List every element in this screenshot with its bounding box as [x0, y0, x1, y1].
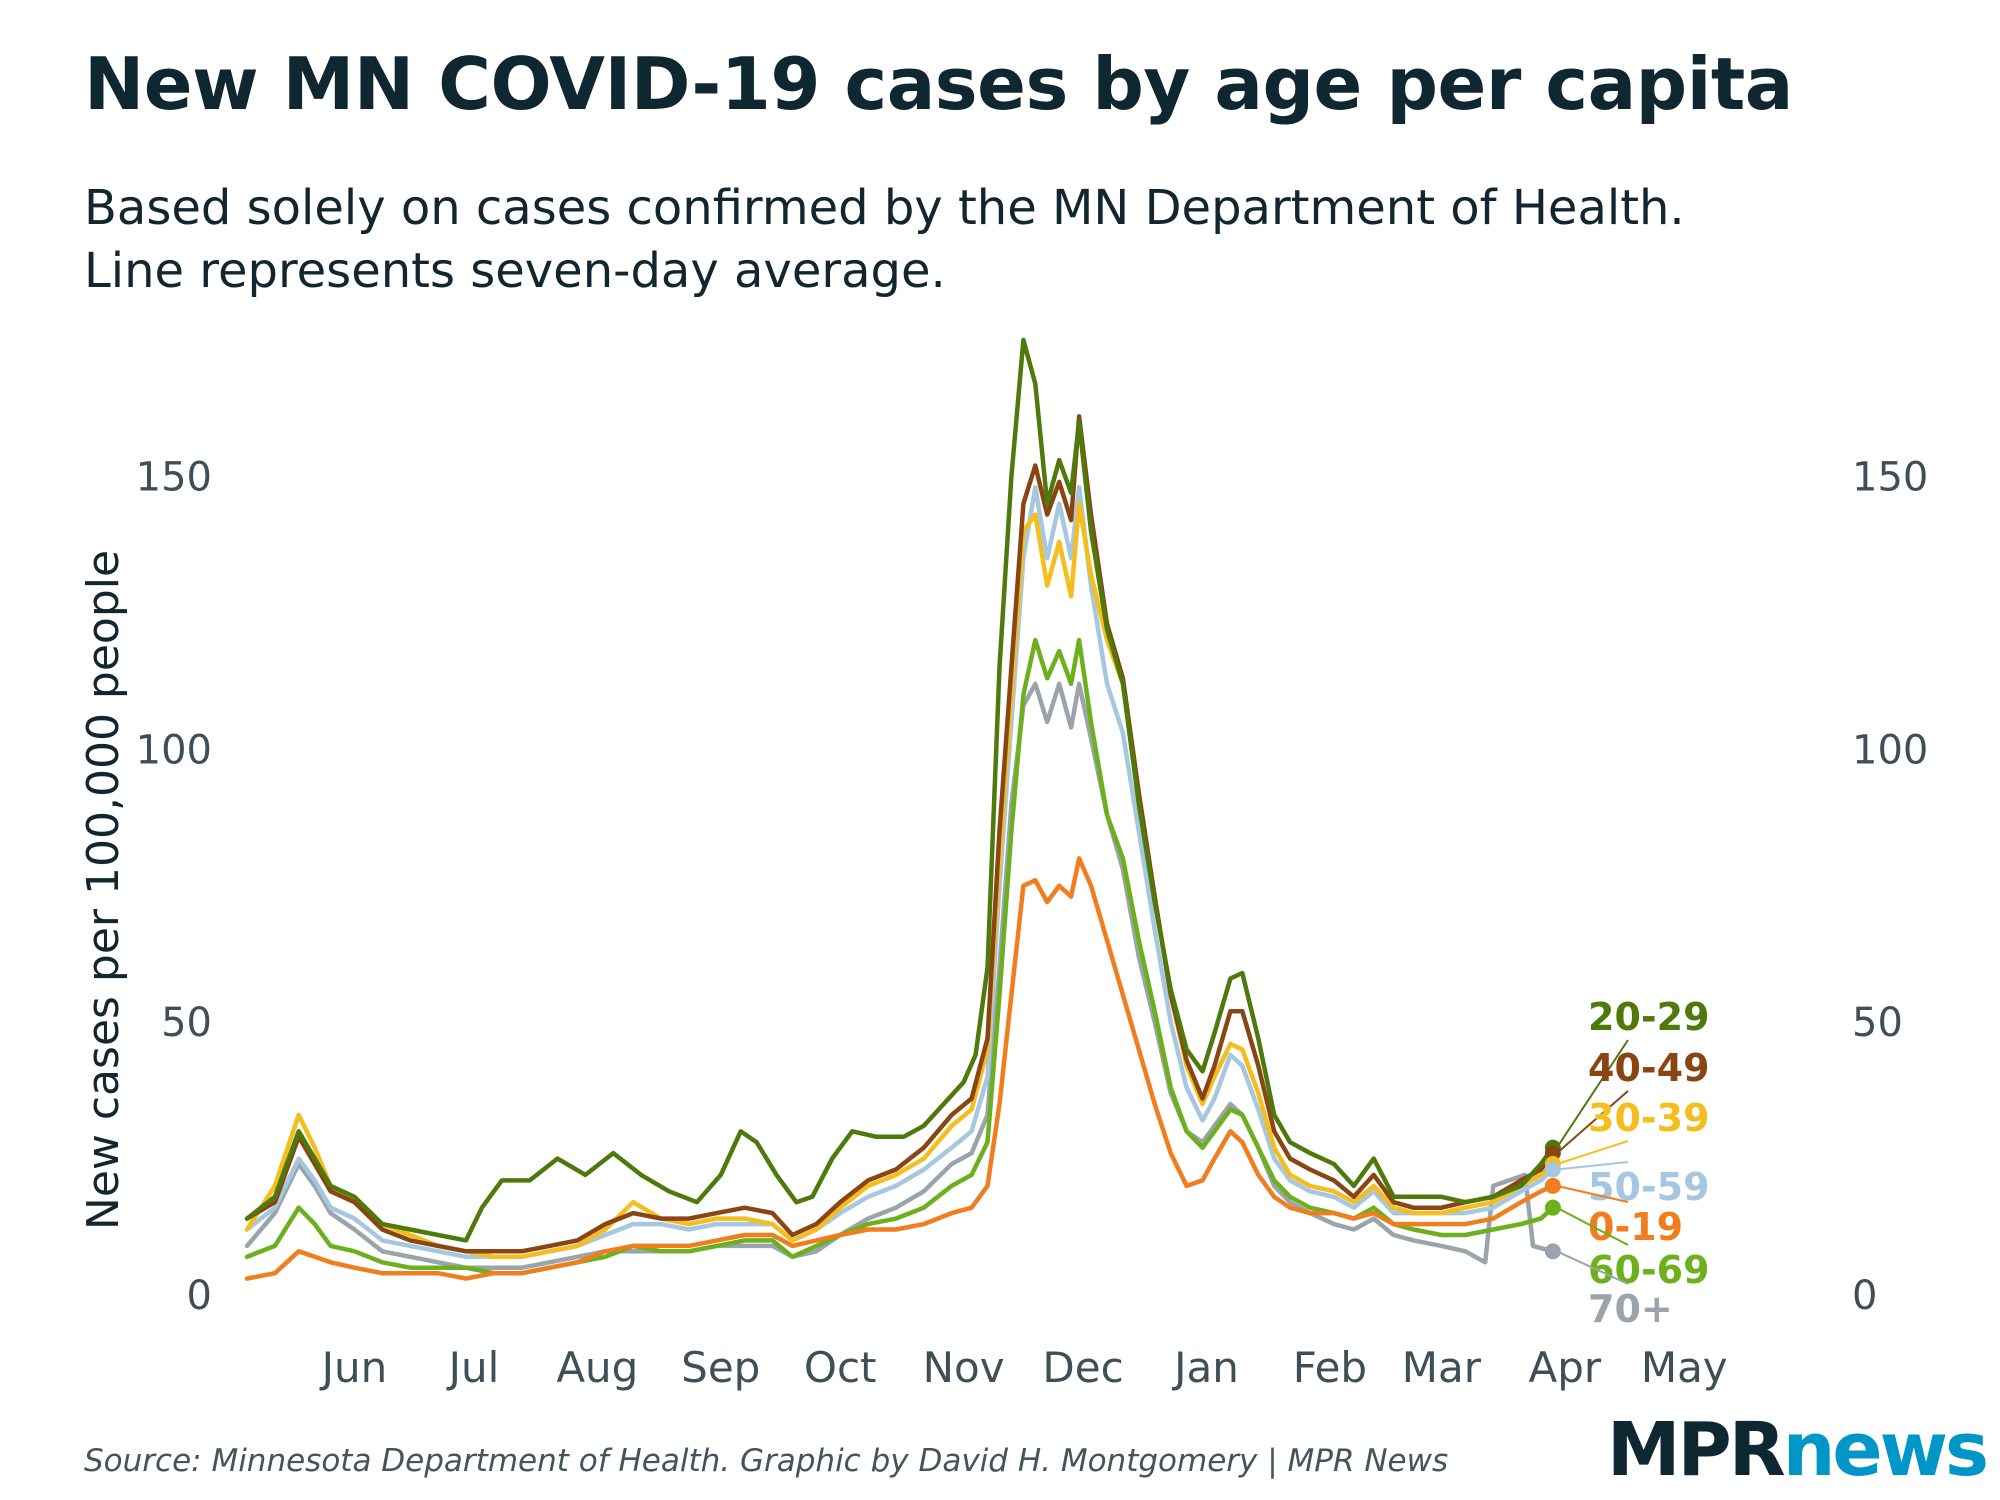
series-lines [244, 337, 1556, 1281]
x-tick-label: Aug [556, 1343, 638, 1392]
series-label-0-19: 0-19 [1588, 1205, 1683, 1249]
series-label-70+: 70+ [1588, 1287, 1673, 1331]
mpr-news-logo: MPRnews [1607, 1413, 1989, 1487]
series-leader-line-20-29 [1556, 1039, 1629, 1149]
x-axis: Jun Jul Aug Sep Oct Nov Dec Jan Feb Mar Apr May [319, 1343, 1728, 1392]
series-end-markers [1544, 1139, 1561, 1260]
x-tick-label: Mar [1402, 1343, 1482, 1392]
series-leader-line-50-59 [1556, 1161, 1629, 1171]
series-label-60-69: 60-69 [1588, 1248, 1710, 1292]
source-note: Source: Minnesota Department of Health. … [84, 1443, 1449, 1479]
series-label-20-29: 20-29 [1588, 995, 1710, 1039]
y-tick-label-left: 150 [136, 454, 212, 500]
x-tick-label: Jan [1171, 1343, 1239, 1392]
chart-subtitle-line-2: Line represents seven-day average. [84, 243, 946, 299]
series-leader-line-30-39 [1556, 1140, 1629, 1165]
y-axis-left: 0 50 100 150 [136, 454, 212, 1319]
line-chart: 0 50 100 150 0 50 100 150 Jun Jul Aug Sep Oct Nov De… [78, 337, 1928, 1392]
series-leader-line-40-49 [1556, 1090, 1629, 1154]
y-axis-right: 0 50 100 150 [1852, 454, 1928, 1319]
series-leader-line-0-19 [1556, 1184, 1629, 1203]
x-tick-label: Oct [804, 1343, 877, 1392]
x-tick-label: Nov [923, 1343, 1005, 1392]
chart-title: New MN COVID-19 cases by age per capita [84, 42, 1793, 126]
series-line-40-49 [244, 414, 1556, 1254]
y-tick-label-right: 50 [1852, 1000, 1903, 1046]
y-tick-label-right: 150 [1852, 454, 1928, 500]
series-line-50-59 [244, 485, 1556, 1260]
x-tick-label: Jun [319, 1343, 388, 1392]
series-label-40-49: 40-49 [1588, 1046, 1710, 1090]
series-end-dot-0-19 [1544, 1177, 1561, 1194]
x-tick-label: Dec [1042, 1343, 1123, 1392]
series-line-30-39 [244, 501, 1556, 1260]
x-tick-label: Feb [1293, 1343, 1367, 1392]
logo-news: news [1782, 1407, 1989, 1493]
y-tick-label-right: 0 [1852, 1273, 1877, 1319]
series-label-30-39: 30-39 [1588, 1096, 1710, 1140]
x-tick-label: Jul [446, 1343, 500, 1392]
series-label-50-59: 50-59 [1588, 1165, 1710, 1209]
series-end-dot-50-59 [1544, 1161, 1561, 1178]
y-axis-title: New cases per 100,000 people [78, 550, 129, 1230]
logo-mpr: MPR [1606, 1407, 1786, 1493]
y-tick-label-left: 100 [136, 727, 212, 773]
series-end-dot-60-69 [1544, 1199, 1561, 1216]
series-line-20-29 [244, 337, 1556, 1243]
y-tick-label-right: 100 [1852, 727, 1928, 773]
series-line-0-19 [244, 856, 1556, 1281]
series-end-dot-70+ [1544, 1243, 1561, 1260]
series-leader-line-60-69 [1556, 1206, 1629, 1246]
x-tick-label: May [1641, 1343, 1728, 1392]
x-tick-label: Apr [1528, 1343, 1601, 1392]
chart-subtitle-line-1: Based solely on cases confirmed by the M… [84, 180, 1685, 236]
series-line-70+ [244, 681, 1556, 1270]
series-leader-line-70+ [1556, 1250, 1629, 1285]
y-tick-label-left: 50 [161, 1000, 212, 1046]
x-tick-label: Sep [681, 1343, 760, 1392]
y-tick-label-left: 0 [187, 1273, 212, 1319]
